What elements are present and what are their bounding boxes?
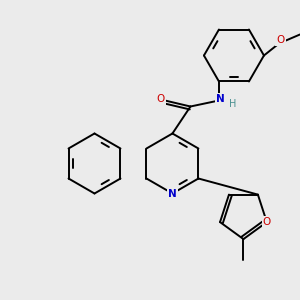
Text: O: O [276,35,285,45]
Text: N: N [216,94,225,104]
Text: O: O [263,217,271,227]
Text: N: N [168,188,177,199]
Text: H: H [229,99,236,109]
Text: O: O [156,94,165,104]
